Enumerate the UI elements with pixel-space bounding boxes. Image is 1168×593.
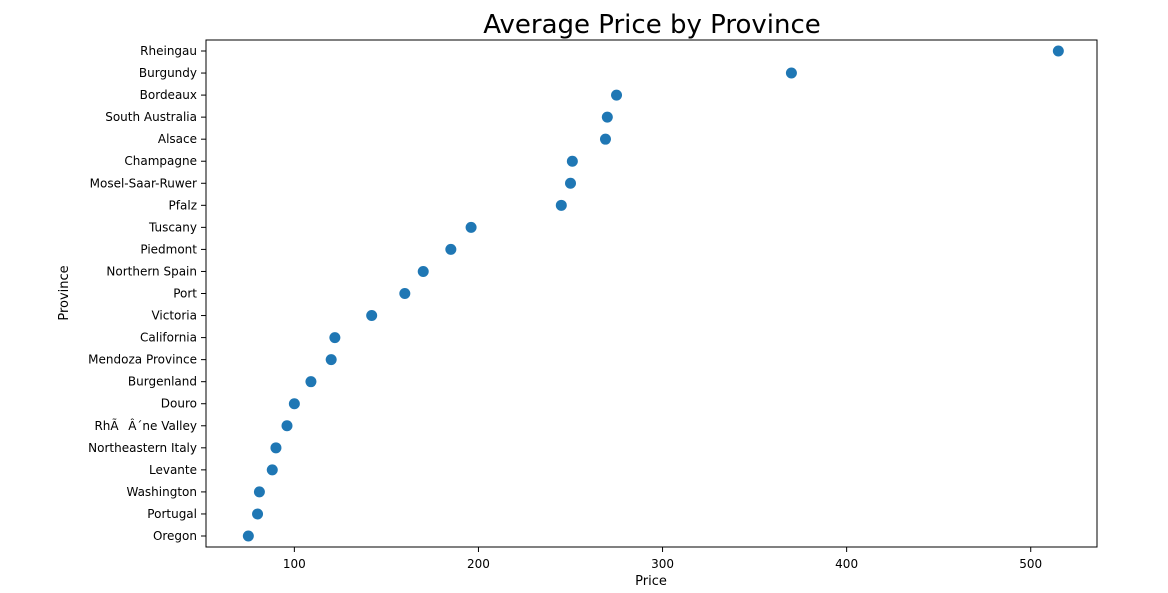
data-point	[270, 442, 282, 454]
data-point	[465, 221, 477, 233]
data-point	[555, 199, 567, 211]
y-axis: Rheingau Burgundy Bordeaux South Australia A…	[88, 44, 206, 543]
y-tick-label: Pfalz	[169, 198, 197, 212]
x-tick-label: 300	[651, 557, 674, 571]
y-tick-label: Portugal	[147, 507, 197, 521]
y-tick-label: South Australia	[105, 110, 197, 124]
y-tick-label: Tuscany	[148, 220, 197, 234]
y-tick-label: Burgundy	[139, 66, 197, 80]
x-tick-label: 200	[467, 557, 490, 571]
data-point	[305, 376, 317, 388]
x-axis-label: Price	[635, 574, 667, 589]
data-point	[599, 133, 611, 145]
y-tick-label: Mosel-Saar-Ruwer	[90, 176, 197, 190]
chart-title: Average Price by Province	[483, 10, 821, 40]
plot-frame	[205, 39, 1098, 548]
data-point	[565, 177, 576, 189]
data-point	[566, 155, 578, 167]
y-tick-label: Burgenland	[128, 375, 197, 389]
data-point	[288, 398, 300, 410]
data-point	[329, 332, 341, 344]
data-point	[785, 67, 797, 79]
y-tick-label: Mendoza Province	[88, 353, 197, 367]
data-point	[281, 420, 293, 432]
data-point	[417, 265, 429, 277]
x-axis: 100 200 300 400 500	[283, 547, 1042, 571]
data-points	[242, 45, 1064, 542]
data-point	[611, 89, 623, 101]
data-point	[253, 486, 265, 498]
data-point	[242, 530, 254, 542]
data-point	[252, 508, 264, 520]
y-tick-label: Champagne	[124, 154, 197, 168]
y-tick-label: Rheingau	[140, 44, 197, 58]
data-point	[266, 464, 278, 476]
y-tick-label: Piedmont	[140, 242, 197, 256]
y-tick-label: Levante	[149, 463, 197, 477]
y-tick-label: RhÃÂ´ne Valley	[94, 418, 197, 433]
y-tick-label: Port	[173, 287, 197, 301]
data-point	[325, 354, 337, 366]
data-point	[399, 288, 411, 299]
y-tick-label: Alsace	[158, 132, 197, 146]
y-tick-label: Douro	[161, 397, 197, 411]
data-point	[1052, 45, 1064, 57]
y-tick-label: Victoria	[151, 309, 197, 323]
y-tick-label: Oregon	[153, 529, 197, 543]
y-axis-label: Province	[57, 265, 72, 320]
x-tick-label: 100	[283, 557, 306, 571]
y-tick-label: Northeastern Italy	[88, 441, 197, 455]
data-point	[366, 310, 378, 322]
data-point	[601, 111, 613, 123]
y-tick-label: Washington	[126, 485, 197, 499]
data-point	[445, 243, 457, 255]
x-tick-label: 400	[835, 557, 858, 571]
x-tick-label: 500	[1019, 557, 1042, 571]
y-tick-label: Northern Spain	[106, 264, 197, 278]
y-tick-label: Bordeaux	[140, 88, 197, 102]
y-tick-label: California	[140, 331, 197, 345]
